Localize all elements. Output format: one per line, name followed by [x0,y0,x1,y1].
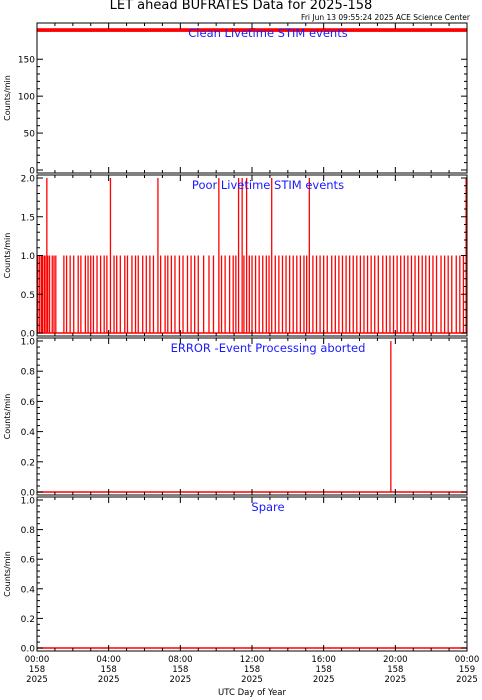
panel-4: 0.0 0.2 0.4 0.6 0.8 1.0 Counts/min Spare [3,496,468,655]
x-tick-year: 2025 [241,675,263,685]
x-axis-label: UTC Day of Year [218,688,286,698]
x-tick-doy: 158 [172,665,188,675]
y-tick-label: 100 [18,93,35,103]
y-tick-label: 0.6 [21,556,36,566]
y-tick-label: 0.0 [21,645,36,655]
y-axis-label: Counts/min [3,551,12,597]
panel-frame [36,496,468,652]
x-tick-year: 2025 [98,675,120,685]
y-tick-label: 0.5 [21,291,35,301]
x-tick-doy: 158 [316,665,332,675]
x-tick-year: 2025 [313,675,335,685]
y-tick-label: 0.4 [21,585,36,595]
panels: 0 50 100 150 Counts/min Clean Livetime STIM e… [3,22,468,655]
panel-title: Clean Livetime STIM events [188,26,347,40]
y-tick-label: 0.0 [21,330,36,340]
x-tick-time: 08:00 [168,655,193,665]
y-tick-label: 0.2 [21,458,35,468]
x-tick-time: 00:00 [455,655,480,665]
panel-2: 0.0 0.5 1.0 1.5 2.0 Counts/min Poor Livetime S… [3,174,468,340]
x-tick-time: 20:00 [383,655,408,665]
x-tick-year: 2025 [26,675,48,685]
y-tick-label: 1.5 [21,213,35,223]
panel-title: ERROR -Event Processing aborted [171,341,366,355]
y-tick-label: 1.0 [21,497,36,507]
y-axis-label: Counts/min [3,75,12,121]
timestamp: Fri Jun 13 09:55:24 2025 ACE Science Cen… [301,13,471,22]
y-tick-label: 0.6 [21,398,36,408]
x-tick-doy: 158 [101,665,117,675]
x-tick-doy: 158 [29,665,45,675]
y-tick-label: 0.8 [21,526,36,536]
x-tick-year: 2025 [456,675,478,685]
y-tick-label: 50 [24,130,36,140]
x-tick-doy: 159 [459,665,475,675]
y-tick-label: 0.2 [21,615,35,625]
y-tick-label: 150 [18,56,35,66]
x-tick-time: 16:00 [311,655,336,665]
y-axis-label: Counts/min [3,394,12,440]
figure-title: LET ahead BUFRATES Data for 2025-158 [110,0,373,13]
y-tick-label: 0 [29,167,35,177]
x-tick-year: 2025 [385,675,407,685]
panel-frame [36,22,468,174]
panel-3: 0.0 0.2 0.4 0.6 0.8 1.0 Counts/min ERROR -Event… [3,337,468,499]
panel-frame [36,337,468,496]
x-axis: 00:00158202504:00158202508:00158202512:0… [25,655,480,685]
panel-title: Poor Livetime STIM events [192,178,344,192]
x-tick-year: 2025 [170,675,192,685]
x-tick-doy: 158 [244,665,260,675]
panel-title: Spare [251,500,284,514]
x-tick-time: 04:00 [96,655,121,665]
x-tick-time: 12:00 [240,655,265,665]
y-axis-label: Counts/min [3,233,12,279]
y-tick-label: 2.0 [21,175,36,185]
y-tick-label: 1.0 [21,338,36,348]
y-tick-label: 0.8 [21,368,36,378]
y-tick-label: 1.0 [21,252,36,262]
x-tick-time: 00:00 [25,655,50,665]
y-tick-label: 0.4 [21,428,36,438]
y-tick-label: 0.0 [21,489,36,499]
panel-1: 0 50 100 150 Counts/min Clean Livetime STIM e… [3,22,468,177]
x-tick-doy: 158 [387,665,403,675]
